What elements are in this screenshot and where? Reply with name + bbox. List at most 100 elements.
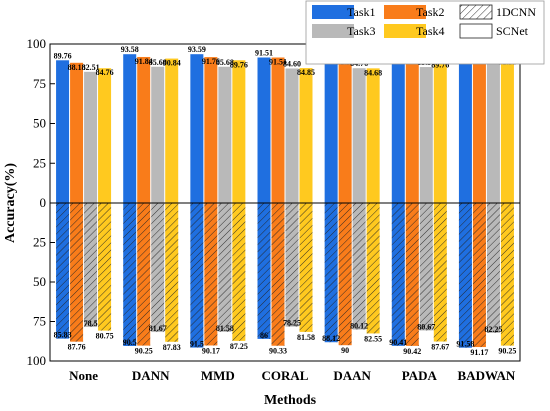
data-label-lower-task2-dann: 90.25 — [135, 347, 153, 356]
legend-label-task1: Task1 — [347, 5, 376, 19]
bar-upper-task1-dann — [123, 54, 137, 204]
data-label-upper-task3-dann: 85.68 — [149, 58, 167, 67]
data-label-upper-task3-mmd: 85.68 — [216, 58, 234, 67]
data-label-lower-task2-badwan: 91.17 — [470, 348, 488, 357]
y-tick-label-top-75: 75 — [33, 76, 46, 91]
data-label-lower-task4-coral: 81.58 — [297, 333, 315, 342]
bar-lower-hatch-task2-none — [70, 203, 84, 342]
bar-lower-hatch-task2-mmd — [204, 203, 218, 346]
data-label-upper-task1-coral: 91.51 — [255, 48, 273, 57]
bar-upper-task1-coral — [257, 57, 271, 203]
bar-lower-hatch-task4-daan — [366, 203, 380, 334]
legend-swatch-task1 — [312, 5, 354, 19]
bar-lower-hatch-task3-pada — [419, 203, 433, 331]
data-label-upper-task2-coral: 91.51 — [269, 57, 287, 66]
bar-upper-task4-none — [98, 68, 112, 203]
bar-upper-task3-daan — [352, 68, 366, 203]
data-label-upper-task1-none: 89.76 — [54, 51, 72, 60]
bar-upper-task2-badwan — [472, 56, 486, 204]
data-label-lower-task4-mmd: 87.25 — [230, 342, 248, 351]
x-axis-title: Methods — [264, 393, 317, 408]
bar-upper-task1-pada — [391, 54, 405, 204]
y-tick-label-top-100: 100 — [27, 36, 47, 51]
data-label-lower-task1-badwan: 91.58 — [456, 340, 474, 349]
bar-upper-task2-daan — [338, 57, 352, 203]
bar-lower-hatch-task3-mmd — [218, 203, 232, 332]
data-label-upper-task3-coral: 84.60 — [283, 59, 301, 68]
bar-upper-task4-daan — [366, 68, 380, 204]
data-label-lower-task4-dann: 87.83 — [163, 343, 181, 352]
data-label-lower-task4-daan: 82.55 — [364, 334, 382, 343]
bar-lower-hatch-task3-daan — [352, 203, 366, 330]
bar-lower-hatch-task3-none — [84, 203, 98, 328]
data-label-lower-task4-badwan: 90.25 — [498, 347, 516, 356]
y-tick-label-bottom-75: 75 — [33, 314, 46, 329]
bar-lower-hatch-task4-none — [98, 203, 112, 331]
bar-lower-hatch-task1-pada — [391, 203, 405, 346]
y-tick-label-top-25: 25 — [33, 155, 46, 170]
legend-label-1dcnn: 1DCNN — [496, 5, 536, 19]
bar-upper-task2-coral — [271, 57, 285, 203]
bar-upper-task2-none — [70, 62, 84, 204]
data-label-upper-task2-dann: 91.84 — [135, 57, 153, 66]
data-label-lower-task1-mmd: 91.5 — [190, 340, 204, 349]
data-label-lower-task2-none: 87.76 — [68, 343, 86, 352]
bar-lower-hatch-task4-coral — [299, 203, 313, 332]
category-label-badwan: BADWAN — [458, 368, 516, 383]
data-label-lower-task3-dann: 81.67 — [149, 324, 167, 333]
bar-lower-hatch-task4-mmd — [232, 203, 246, 341]
data-label-lower-task3-pada: 80.67 — [417, 322, 435, 331]
data-label-upper-task1-dann: 93.58 — [121, 45, 139, 54]
bar-lower-hatch-task2-daan — [338, 203, 352, 346]
legend: Task1 Task2 1DCNN Task3 Task4 SCNet — [305, 0, 545, 65]
legend-swatch-task3 — [312, 24, 354, 38]
bar-lower-hatch-task4-badwan — [500, 203, 514, 346]
legend-swatch-task4 — [384, 24, 426, 38]
y-tick-label-top-0: 0 — [40, 195, 47, 210]
bar-lower-hatch-task1-coral — [257, 203, 271, 339]
bar-upper-task2-dann — [137, 56, 151, 204]
legend-swatch-scnet — [459, 23, 493, 39]
data-label-lower-task2-daan: 90 — [341, 346, 349, 355]
data-label-lower-task3-none: 78.5 — [84, 319, 98, 328]
bar-lower-hatch-task2-dann — [137, 203, 151, 346]
category-label-pada: PADA — [402, 368, 438, 383]
data-label-upper-task1-mmd: 93.59 — [188, 45, 206, 54]
data-label-upper-task4-daan: 84.68 — [364, 68, 382, 77]
bar-upper-task2-pada — [405, 57, 419, 203]
category-label-dann: DANN — [132, 368, 170, 383]
category-label-none: None — [69, 368, 98, 383]
bar-upper-task3-mmd — [218, 66, 232, 203]
category-label-daan: DAAN — [333, 368, 371, 383]
data-label-upper-task3-none: 82.51 — [82, 63, 100, 72]
data-label-lower-task1-daan: 88.12 — [322, 334, 340, 343]
bar-upper-task3-none — [84, 71, 98, 203]
bar-upper-task4-mmd — [232, 60, 246, 203]
bar-lower-hatch-task1-mmd — [190, 203, 204, 348]
data-label-lower-task4-pada: 87.67 — [431, 343, 449, 352]
data-label-lower-task1-dann: 90.5 — [123, 338, 137, 347]
data-label-lower-task2-pada: 90.42 — [403, 347, 421, 356]
legend-swatch-task2 — [384, 5, 426, 19]
y-axis-title: Accuracy(%) — [3, 163, 18, 243]
bar-upper-task1-mmd — [190, 54, 204, 204]
legend-label-scnet: SCNet — [496, 24, 529, 38]
bar-lower-hatch-task1-daan — [324, 203, 338, 343]
data-label-lower-task4-none: 80.75 — [96, 332, 114, 341]
data-label-lower-task3-coral: 78.25 — [283, 319, 301, 328]
bar-lower-hatch-task1-badwan — [458, 203, 472, 348]
category-label-mmd: MMD — [201, 368, 235, 383]
data-label-upper-task2-mmd: 91.76 — [202, 57, 220, 66]
data-label-lower-task1-coral: 86 — [260, 331, 268, 340]
bar-lower-hatch-task1-dann — [123, 203, 137, 346]
data-label-upper-task4-dann: 90.84 — [163, 59, 181, 68]
bar-upper-task3-badwan — [486, 59, 500, 204]
bar-lower-hatch-task2-pada — [405, 203, 419, 346]
bar-lower-hatch-task3-dann — [151, 203, 165, 333]
y-tick-label-bottom-50: 50 — [33, 274, 46, 289]
bar-upper-task1-daan — [324, 57, 338, 203]
bar-lower-hatch-task2-coral — [271, 203, 285, 346]
bar-upper-task3-dann — [151, 66, 165, 203]
bar-upper-task4-coral — [299, 68, 313, 203]
